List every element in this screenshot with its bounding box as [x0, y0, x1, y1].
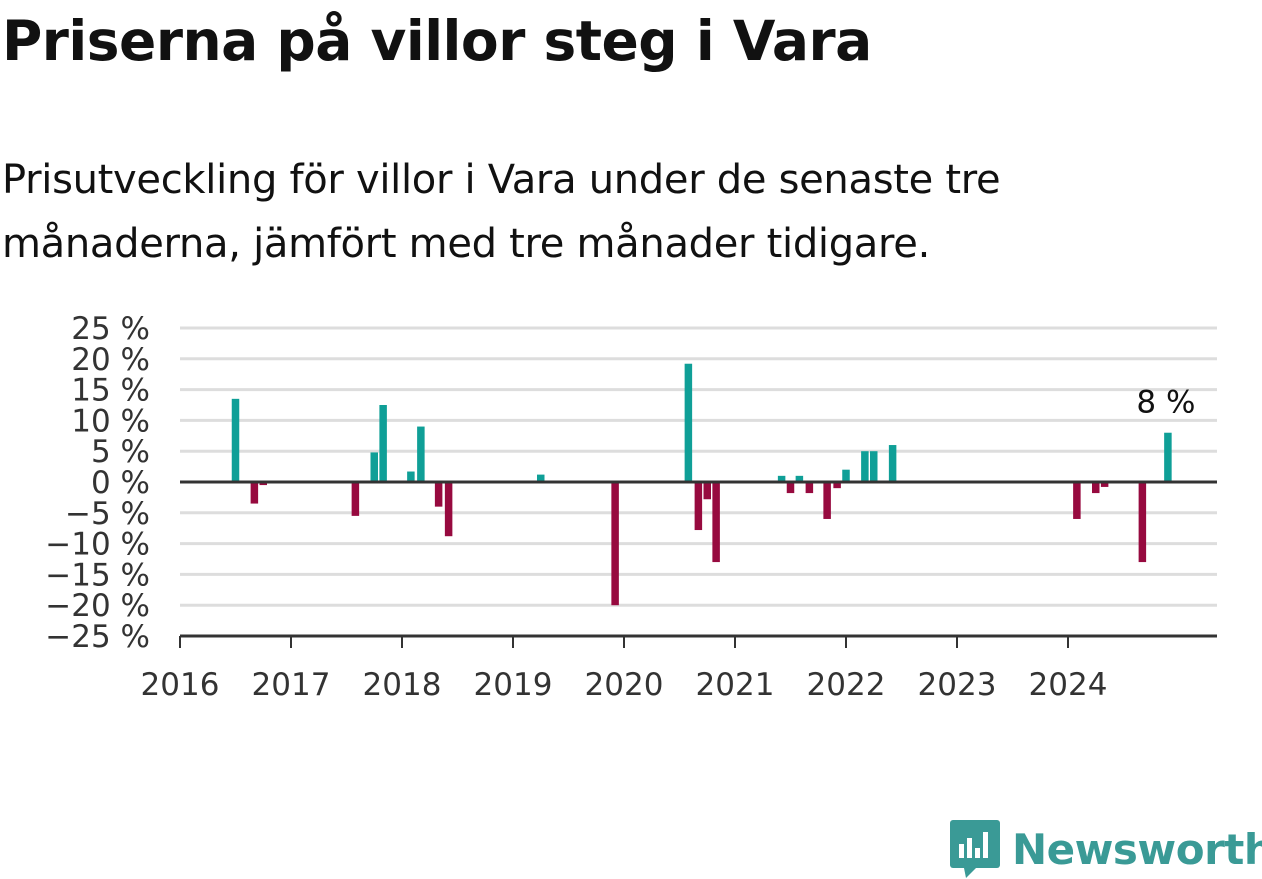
bar [250, 482, 259, 504]
bar [703, 482, 711, 500]
y-tick-label: 15 % [71, 373, 150, 409]
bar [231, 398, 240, 482]
bar [351, 482, 360, 516]
y-tick-label: 5 % [91, 434, 150, 470]
y-tick-label: −20 % [45, 588, 150, 624]
x-tick-label: 2019 [474, 667, 553, 703]
axes [179, 480, 1217, 648]
x-tick-label: 2016 [141, 667, 220, 703]
newsworthy-logo-icon [950, 820, 1000, 878]
bar [417, 426, 425, 482]
bar [1164, 432, 1172, 482]
brand-name: Newsworthy [1012, 824, 1262, 874]
y-tick-label: −5 % [65, 496, 150, 532]
bar [777, 475, 786, 482]
bar [786, 482, 795, 494]
y-tick-label: 25 % [71, 311, 150, 347]
bar [694, 482, 703, 531]
y-tick-label: 0 % [91, 465, 150, 501]
x-tick-label: 2022 [807, 667, 886, 703]
gridlines [180, 326, 1217, 607]
bar [870, 451, 878, 482]
bar [1073, 482, 1081, 519]
x-tick-label: 2020 [585, 667, 664, 703]
data-label-last: 8 % [1136, 385, 1195, 421]
tick-labels: 25 %20 %15 %10 %5 %0 %−5 %−10 %−15 %−20 … [45, 311, 1195, 703]
chart-title: Priserna på villor steg i Vara [2, 9, 872, 73]
bar [805, 482, 814, 494]
bar [379, 405, 387, 482]
x-tick-label: 2024 [1029, 667, 1108, 703]
x-tick-label: 2017 [252, 667, 331, 703]
bar [259, 482, 267, 486]
x-tick-label: 2021 [696, 667, 775, 703]
bar [1100, 482, 1109, 487]
x-tick-label: 2018 [363, 667, 442, 703]
y-tick-label: 20 % [71, 342, 150, 378]
bar [823, 482, 831, 519]
y-tick-label: −10 % [45, 527, 150, 563]
bar [1138, 482, 1147, 563]
y-tick-label: 10 % [71, 403, 150, 439]
x-tick-label: 2023 [918, 667, 997, 703]
bar [370, 452, 378, 482]
bar [795, 475, 804, 482]
chart-subtitle: Prisutveckling för villor i Vara under d… [2, 157, 1001, 267]
bar [684, 363, 693, 482]
bar [842, 469, 850, 482]
bars [231, 363, 1172, 606]
bar [407, 471, 415, 482]
bar [537, 474, 545, 482]
brand-logo: Newsworthy [950, 820, 1262, 878]
y-tick-label: −25 % [45, 619, 150, 655]
bar [861, 451, 869, 482]
bar [888, 445, 897, 482]
bar [833, 482, 841, 489]
bar [1092, 482, 1100, 494]
bar [611, 482, 619, 606]
bar [444, 482, 453, 537]
y-tick-label: −15 % [45, 557, 150, 593]
bar [712, 482, 720, 563]
bar [434, 482, 443, 507]
